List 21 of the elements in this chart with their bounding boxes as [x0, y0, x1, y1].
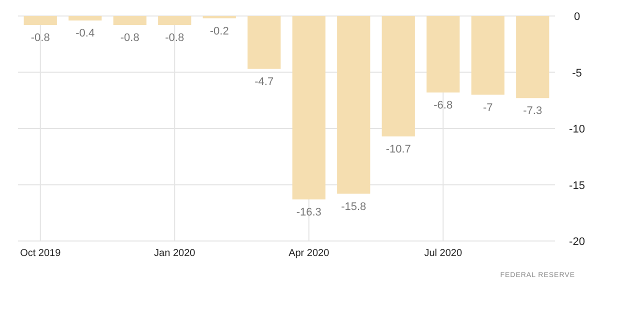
- y-tick-label: -20: [569, 236, 585, 248]
- data-label: -16.3: [296, 206, 322, 218]
- data-label: -0.8: [30, 32, 50, 44]
- data-label: -7: [482, 102, 493, 114]
- x-tick-label: Jul 2020: [424, 248, 462, 259]
- data-label: -0.4: [76, 28, 95, 40]
- x-tick-label: Jan 2020: [154, 248, 196, 259]
- data-label: -0.8: [120, 32, 140, 44]
- y-tick-label: -10: [569, 124, 585, 136]
- y-tick-label: -15: [569, 180, 585, 192]
- y-tick-label: 0: [574, 11, 580, 23]
- data-label: -0.2: [210, 25, 229, 38]
- data-label: -0.8: [165, 32, 184, 44]
- data-label: -7.3: [523, 105, 542, 118]
- data-label: -15.8: [341, 200, 366, 213]
- x-tick-label: Apr 2020: [288, 248, 330, 259]
- y-tick-label: -5: [572, 67, 582, 80]
- data-label: -10.7: [386, 143, 411, 156]
- data-label: -4.7: [254, 76, 274, 88]
- x-tick-label: Oct 2019: [20, 248, 62, 259]
- data-label: -6.8: [434, 100, 453, 112]
